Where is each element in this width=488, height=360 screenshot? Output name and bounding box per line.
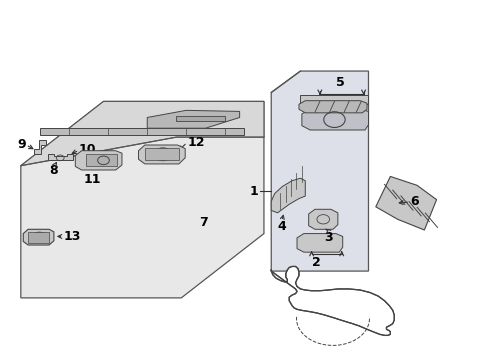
Polygon shape	[296, 234, 342, 252]
Polygon shape	[21, 102, 264, 166]
Polygon shape	[176, 116, 224, 121]
Text: 2: 2	[311, 256, 320, 269]
Polygon shape	[21, 102, 264, 298]
Polygon shape	[86, 154, 117, 166]
Text: 3: 3	[323, 231, 332, 244]
Polygon shape	[147, 111, 239, 128]
Polygon shape	[300, 95, 368, 104]
Text: 10: 10	[78, 143, 96, 156]
Polygon shape	[308, 209, 337, 229]
Text: 11: 11	[84, 173, 102, 186]
Text: 9: 9	[17, 139, 26, 152]
Polygon shape	[34, 140, 46, 154]
Text: 6: 6	[409, 195, 418, 208]
Polygon shape	[47, 154, 73, 160]
Polygon shape	[375, 176, 436, 230]
Polygon shape	[298, 101, 366, 113]
Text: 12: 12	[187, 136, 204, 149]
Polygon shape	[28, 232, 49, 243]
Text: 5: 5	[336, 76, 345, 89]
Polygon shape	[144, 148, 179, 160]
Text: 7: 7	[199, 216, 207, 229]
Text: 8: 8	[49, 164, 58, 177]
Polygon shape	[271, 71, 368, 271]
Polygon shape	[138, 145, 185, 164]
Polygon shape	[40, 128, 244, 135]
Polygon shape	[271, 178, 305, 213]
Polygon shape	[301, 109, 368, 130]
Polygon shape	[75, 151, 122, 170]
Text: 4: 4	[277, 220, 285, 233]
Polygon shape	[271, 266, 393, 336]
Text: 1: 1	[249, 185, 258, 198]
Polygon shape	[23, 229, 54, 245]
Text: 13: 13	[63, 230, 81, 243]
